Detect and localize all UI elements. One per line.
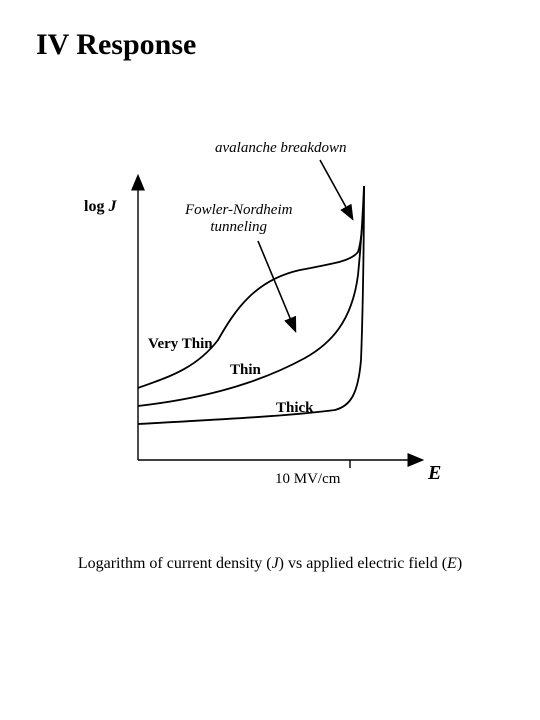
- arrow-avalanche: [320, 160, 352, 218]
- plot-svg: [0, 0, 540, 720]
- curve-very-thin: [138, 186, 364, 388]
- curve-thick: [138, 186, 364, 424]
- page: IV Response avalanche breakdown Fowler-N…: [0, 0, 540, 720]
